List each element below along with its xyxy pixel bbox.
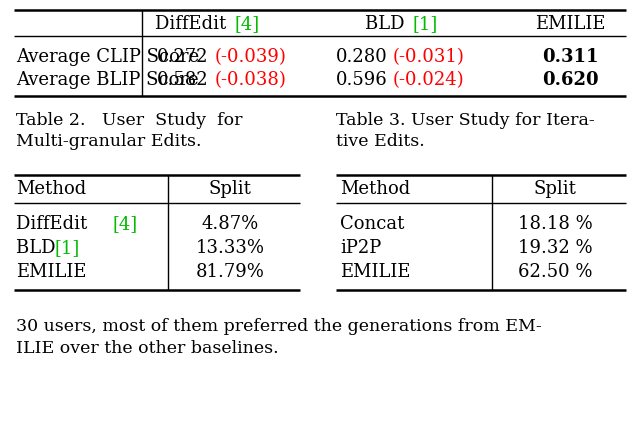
Text: 0.582: 0.582 [157,71,209,89]
Text: EMILIE: EMILIE [340,263,410,281]
Text: Average CLIP Score: Average CLIP Score [16,48,199,66]
Text: Average BLIP Score: Average BLIP Score [16,71,198,89]
Text: 4.87%: 4.87% [202,215,259,233]
Text: 0.272: 0.272 [157,48,209,66]
Text: Split: Split [534,180,577,198]
Text: BLD: BLD [16,239,61,257]
Text: 81.79%: 81.79% [196,263,264,281]
Text: Concat: Concat [340,215,404,233]
Text: Method: Method [16,180,86,198]
Text: (-0.031): (-0.031) [393,48,465,66]
Text: Split: Split [209,180,252,198]
Text: [4]: [4] [234,15,259,33]
Text: EMILIE: EMILIE [535,15,605,33]
Text: [1]: [1] [413,15,438,33]
Text: Multi-granular Edits.: Multi-granular Edits. [16,133,202,150]
Text: (-0.038): (-0.038) [215,71,287,89]
Text: 13.33%: 13.33% [195,239,264,257]
Text: [4]: [4] [112,215,137,233]
Text: tive Edits.: tive Edits. [336,133,425,150]
Text: DiffEdit: DiffEdit [155,15,232,33]
Text: 0.620: 0.620 [541,71,598,89]
Text: Method: Method [340,180,410,198]
Text: 30 users, most of them preferred the generations from EM-: 30 users, most of them preferred the gen… [16,318,541,335]
Text: 62.50 %: 62.50 % [518,263,592,281]
Text: iP2P: iP2P [340,239,381,257]
Text: ILIE over the other baselines.: ILIE over the other baselines. [16,340,278,357]
Text: 18.18 %: 18.18 % [518,215,593,233]
Text: BLD: BLD [365,15,410,33]
Text: 0.311: 0.311 [541,48,598,66]
Text: [1]: [1] [55,239,80,257]
Text: 0.596: 0.596 [336,71,388,89]
Text: Table 2.   User  Study  for: Table 2. User Study for [16,112,243,129]
Text: (-0.024): (-0.024) [393,71,465,89]
Text: 0.280: 0.280 [336,48,388,66]
Text: DiffEdit: DiffEdit [16,215,93,233]
Text: EMILIE: EMILIE [16,263,86,281]
Text: (-0.039): (-0.039) [215,48,287,66]
Text: 19.32 %: 19.32 % [518,239,592,257]
Text: Table 3. User Study for Itera-: Table 3. User Study for Itera- [336,112,595,129]
